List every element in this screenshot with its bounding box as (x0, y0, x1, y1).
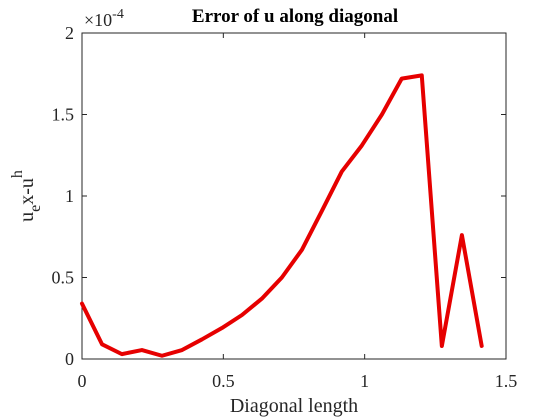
series-line (80, 73, 484, 358)
x-tick-label: 1 (360, 371, 369, 391)
axes-box (81, 32, 507, 360)
y-tick-label: 2 (65, 23, 74, 43)
y-tick-label: 1.5 (52, 105, 75, 125)
x-tick-label: 0.5 (212, 371, 235, 391)
x-tick-label: 0 (78, 371, 87, 391)
y-tick-label: 1 (65, 186, 74, 206)
y-tick-label: 0 (65, 349, 74, 369)
y-tick-label: 0.5 (52, 268, 75, 288)
chart-title: Error of u along diagonal (192, 6, 398, 27)
x-tick-labels: 0 0.5 1 1.5 (78, 371, 518, 391)
y-axis-label: uex-uh (9, 170, 44, 222)
x-tick-label: 1.5 (495, 371, 518, 391)
x-axis-label: Diagonal length (230, 395, 358, 417)
y-multiplier: ×10-4 (84, 7, 124, 30)
y-tick-labels: 0 0.5 1 1.5 2 (52, 23, 75, 369)
tick-marks (81, 32, 507, 360)
